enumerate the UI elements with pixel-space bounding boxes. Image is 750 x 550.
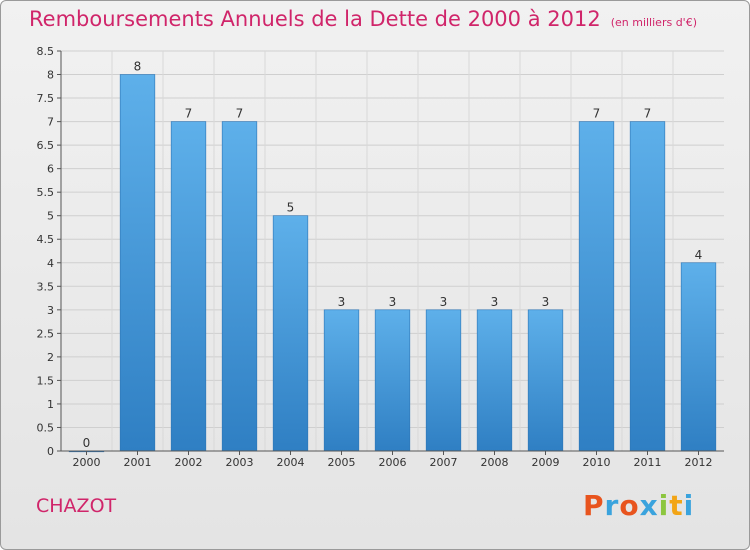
- chart-title-text: Remboursements Annuels de la Dette de 20…: [29, 7, 601, 31]
- y-tick-label: 4: [47, 257, 54, 270]
- x-tick-label: 2007: [430, 456, 458, 469]
- data-label: 8: [134, 60, 142, 74]
- brand-letter: t: [669, 489, 684, 522]
- x-tick-label: 2004: [277, 456, 305, 469]
- x-tick-label: 2006: [379, 456, 407, 469]
- x-tick-label: 2009: [532, 456, 560, 469]
- brand-letter: x: [639, 489, 659, 522]
- data-label: 3: [338, 295, 346, 309]
- y-tick-label: 5: [47, 210, 54, 223]
- data-label: 3: [491, 295, 499, 309]
- x-tick-label: 2005: [328, 456, 356, 469]
- data-label: 0: [83, 436, 91, 450]
- x-tick-label: 2000: [73, 456, 101, 469]
- x-tick-label: 2011: [634, 456, 662, 469]
- brand-letter: i: [658, 489, 670, 522]
- bar-2005: [323, 309, 360, 452]
- tick-labels: 0 0.5 1 1.5 2 2.5 3 3.5 4 4.5 5 5.5 6 6.5 7 7.5 8 8.5 0 200…: [37, 45, 713, 469]
- y-tick-label: 1: [47, 398, 54, 411]
- x-tick-label: 2002: [175, 456, 203, 469]
- bar-2004: [272, 215, 309, 452]
- chart-title: Remboursements Annuels de la Dette de 20…: [29, 7, 697, 31]
- y-tick-label: 2: [47, 351, 54, 364]
- bars: [68, 74, 717, 453]
- y-tick-label: 6.5: [37, 139, 55, 152]
- data-label: 7: [644, 107, 652, 121]
- y-tick-label: 3.5: [37, 280, 55, 293]
- y-tick-label: 7.5: [37, 92, 55, 105]
- x-tick-label: 2012: [685, 456, 713, 469]
- data-label: 7: [185, 107, 193, 121]
- y-tick-label: 1.5: [37, 374, 55, 387]
- y-tick-label: 3: [47, 304, 54, 317]
- y-tick-label: 5.5: [37, 186, 55, 199]
- data-label: 7: [593, 107, 601, 121]
- y-tick-label: 7: [47, 116, 54, 129]
- data-label: 3: [440, 295, 448, 309]
- x-tick-label: 2008: [481, 456, 509, 469]
- y-tick-label: 0.5: [37, 421, 55, 434]
- y-tick-label: 8: [47, 69, 54, 82]
- x-tick-label: 2010: [583, 456, 611, 469]
- y-tick-label: 2.5: [37, 327, 55, 340]
- bar-2006: [374, 309, 411, 452]
- data-label: 3: [542, 295, 550, 309]
- data-label: 5: [287, 201, 295, 215]
- bar-2003: [221, 121, 258, 452]
- chart-subtitle: (en milliers d'€): [610, 16, 697, 29]
- axes: [57, 50, 724, 455]
- x-tick-label: 2003: [226, 456, 254, 469]
- bar-2012: [680, 262, 717, 452]
- brand-letter: P: [583, 489, 605, 522]
- data-label: 7: [236, 107, 244, 121]
- bar-2009: [527, 309, 564, 452]
- brand-letter: o: [619, 489, 640, 522]
- y-tick-label: 6: [47, 163, 54, 176]
- data-label: 3: [389, 295, 397, 309]
- data-label: 4: [695, 248, 703, 262]
- bar-2002: [170, 121, 207, 452]
- bar-2007: [425, 309, 462, 452]
- brand-logo: Proxiti: [583, 489, 694, 522]
- bar-2001: [119, 74, 156, 452]
- bar-2011: [629, 121, 666, 452]
- bar-2010: [578, 121, 615, 452]
- y-tick-label: 8.5: [37, 45, 55, 58]
- bar-2008: [476, 309, 513, 452]
- y-tick-label: 4.5: [37, 233, 55, 246]
- commune-name: CHAZOT: [36, 495, 117, 517]
- y-tick-label: 0: [47, 445, 54, 458]
- brand-letter: i: [683, 489, 695, 522]
- brand-letter: r: [604, 489, 620, 522]
- x-tick-label: 2001: [124, 456, 152, 469]
